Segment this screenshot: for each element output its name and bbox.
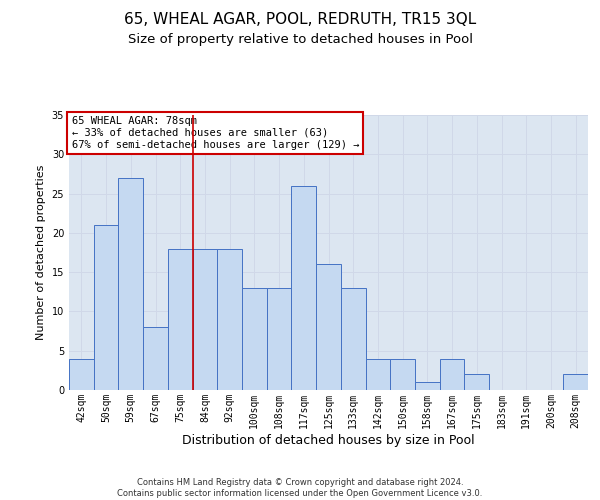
Bar xyxy=(365,358,390,390)
Bar xyxy=(341,288,365,390)
Bar xyxy=(143,327,168,390)
Bar xyxy=(292,186,316,390)
Text: 65 WHEAL AGAR: 78sqm
← 33% of detached houses are smaller (63)
67% of semi-detac: 65 WHEAL AGAR: 78sqm ← 33% of detached h… xyxy=(71,116,359,150)
Text: Contains HM Land Registry data © Crown copyright and database right 2024.
Contai: Contains HM Land Registry data © Crown c… xyxy=(118,478,482,498)
Text: Size of property relative to detached houses in Pool: Size of property relative to detached ho… xyxy=(128,32,473,46)
Bar xyxy=(440,358,464,390)
Bar xyxy=(217,248,242,390)
Y-axis label: Number of detached properties: Number of detached properties xyxy=(36,165,46,340)
Bar xyxy=(94,225,118,390)
Bar xyxy=(415,382,440,390)
Bar xyxy=(390,358,415,390)
Bar xyxy=(464,374,489,390)
Bar xyxy=(168,248,193,390)
Bar xyxy=(563,374,588,390)
Bar xyxy=(193,248,217,390)
Bar xyxy=(267,288,292,390)
X-axis label: Distribution of detached houses by size in Pool: Distribution of detached houses by size … xyxy=(182,434,475,446)
Text: 65, WHEAL AGAR, POOL, REDRUTH, TR15 3QL: 65, WHEAL AGAR, POOL, REDRUTH, TR15 3QL xyxy=(124,12,476,28)
Bar xyxy=(118,178,143,390)
Bar xyxy=(69,358,94,390)
Bar xyxy=(316,264,341,390)
Bar xyxy=(242,288,267,390)
